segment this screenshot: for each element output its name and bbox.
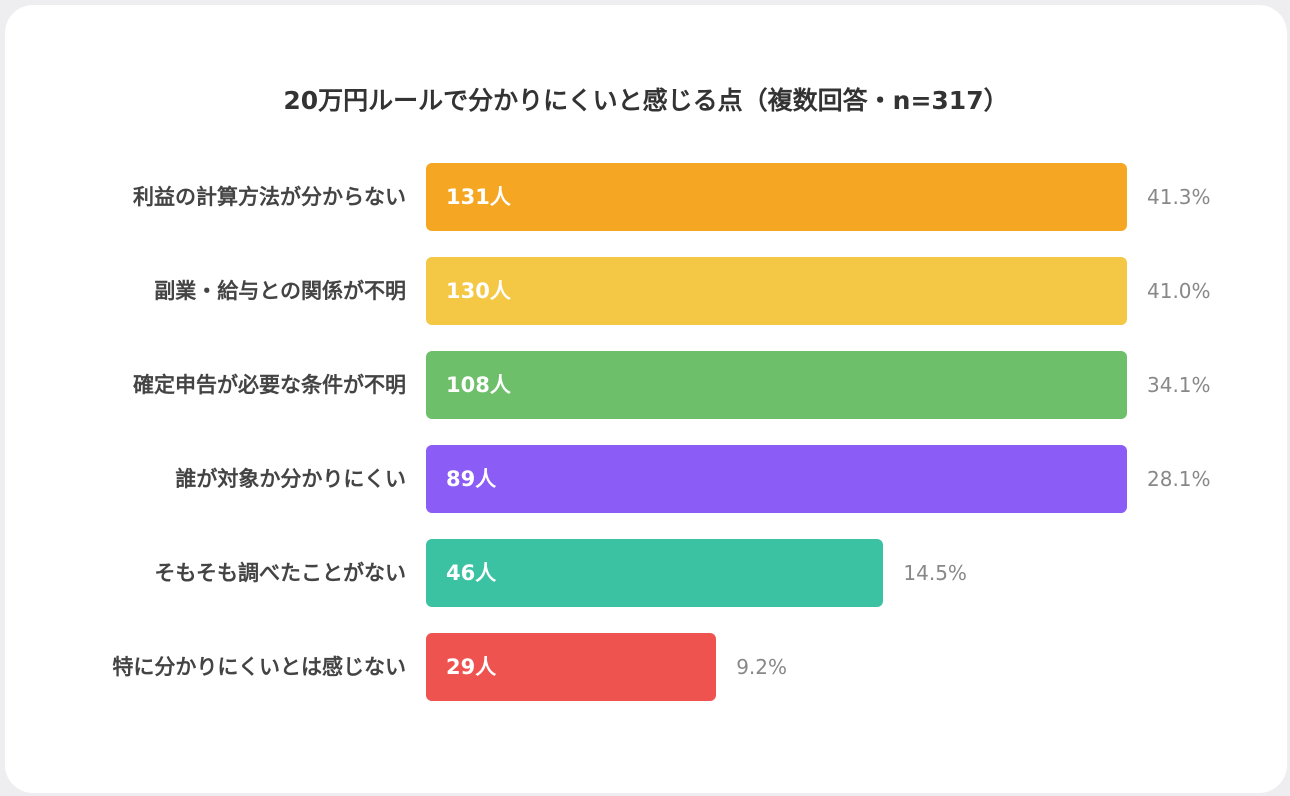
percent-label: 41.0% bbox=[1147, 279, 1211, 303]
bar-track: 89人 28.1% bbox=[426, 445, 1211, 513]
percent-label: 14.5% bbox=[903, 561, 967, 585]
category-label: 確定申告が必要な条件が不明 bbox=[133, 373, 406, 397]
bar-row: 確定申告が必要な条件が不明 108人 34.1% bbox=[5, 351, 1287, 419]
bar-row: 副業・給与との関係が不明 130人 41.0% bbox=[5, 257, 1287, 325]
bar-track: 130人 41.0% bbox=[426, 257, 1211, 325]
value-label: 29人 bbox=[446, 655, 497, 679]
percent-label: 28.1% bbox=[1147, 467, 1211, 491]
bar-track: 29人 9.2% bbox=[426, 633, 1127, 701]
category-label: 利益の計算方法が分からない bbox=[133, 185, 406, 209]
bar-row: そもそも調べたことがない 46人 14.5% bbox=[5, 539, 1287, 607]
value-label: 130人 bbox=[446, 279, 511, 303]
percent-label: 34.1% bbox=[1147, 373, 1211, 397]
bar-row: 誰が対象か分かりにくい 89人 28.1% bbox=[5, 445, 1287, 513]
bar: 89人 bbox=[426, 445, 1127, 513]
percent-label: 41.3% bbox=[1147, 185, 1211, 209]
bar-track: 131人 41.3% bbox=[426, 163, 1211, 231]
bar: 131人 bbox=[426, 163, 1127, 231]
bar-track: 46人 14.5% bbox=[426, 539, 1127, 607]
chart-title: 20万円ルールで分かりにくいと感じる点（複数回答・n=317） bbox=[283, 86, 1009, 115]
value-label: 46人 bbox=[446, 561, 497, 585]
bar: 108人 bbox=[426, 351, 1127, 419]
bar-row: 利益の計算方法が分からない 131人 41.3% bbox=[5, 163, 1287, 231]
category-label: 副業・給与との関係が不明 bbox=[154, 279, 406, 303]
value-label: 131人 bbox=[446, 185, 511, 209]
bar: 29人 bbox=[426, 633, 717, 701]
value-label: 108人 bbox=[446, 373, 511, 397]
bar: 130人 bbox=[426, 257, 1127, 325]
percent-label: 9.2% bbox=[736, 655, 788, 679]
value-label: 89人 bbox=[446, 467, 497, 491]
category-label: そもそも調べたことがない bbox=[154, 561, 406, 585]
bar: 46人 bbox=[426, 539, 884, 607]
bar-row: 特に分かりにくいとは感じない 29人 9.2% bbox=[5, 633, 1287, 701]
bar-track: 108人 34.1% bbox=[426, 351, 1211, 419]
category-label: 特に分かりにくいとは感じない bbox=[112, 655, 406, 679]
category-label: 誰が対象か分かりにくい bbox=[175, 467, 406, 491]
chart-card: 20万円ルールで分かりにくいと感じる点（複数回答・n=317） 利益の計算方法が… bbox=[5, 5, 1287, 793]
